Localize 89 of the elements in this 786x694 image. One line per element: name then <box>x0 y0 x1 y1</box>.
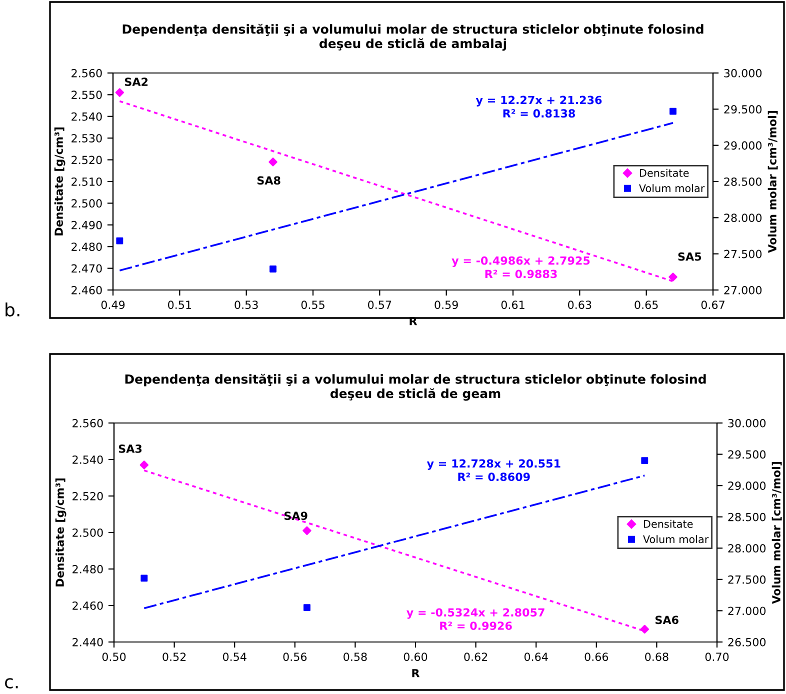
legend-label: Densitate <box>644 520 693 528</box>
y2-tick-label: 27.000 <box>724 286 762 294</box>
point <box>116 237 124 244</box>
point <box>268 158 278 166</box>
x-tick-label: 0.59 <box>434 300 458 310</box>
point <box>140 460 149 470</box>
y-tick-label: 2.460 <box>72 286 102 294</box>
data-label: SA9 <box>284 512 308 520</box>
x-tick-label: 0.64 <box>524 652 548 662</box>
data-label: SA5 <box>678 252 702 261</box>
y2-axis-title: Volum molar [cm³/mol] <box>768 111 778 253</box>
y2-tick-label: 27.500 <box>724 250 762 258</box>
y-axis-title: Densitate [g/cm³] <box>55 478 66 586</box>
annotation: y = 12.27x + 21.236 R² = 0.8138 <box>476 96 602 118</box>
x-tick-label: 0.61 <box>501 300 524 310</box>
y-tick-label: 2.560 <box>72 68 102 78</box>
data-label: SA8 <box>257 176 280 185</box>
annotation: y = -0.4986x + 2.7925 R² = 0.9883 <box>452 256 590 278</box>
y2-tick-label: 26.500 <box>728 638 766 646</box>
text: b. <box>6 302 20 316</box>
y2-tick-label: 27.000 <box>728 606 766 616</box>
y-tick-label: 2.480 <box>72 564 103 574</box>
point <box>668 272 678 282</box>
y-tick-label: 2.440 <box>72 638 103 646</box>
data-label: SA6 <box>655 616 678 624</box>
y2-tick-label: 30.000 <box>724 68 762 78</box>
y2-tick-label: 29.500 <box>724 105 762 114</box>
x-tick-label: 0.56 <box>283 652 307 662</box>
y2-axis-title: Volum molar [cm³/mol] <box>772 462 782 604</box>
point <box>670 108 676 115</box>
x-tick-label: 0.55 <box>301 300 324 310</box>
x-tick-label: 0.53 <box>234 300 258 310</box>
x-tick-label: 0.49 <box>101 300 125 310</box>
x-tick-label: 0.58 <box>344 652 367 662</box>
y-tick-label: 2.520 <box>72 156 102 164</box>
x-tick-label: 0.68 <box>645 652 668 662</box>
y-tick-label: 2.550 <box>72 90 102 100</box>
text: c. <box>4 678 18 688</box>
annotation: y = -0.5324x + 2.8057 R² = 0.9926 <box>406 608 544 630</box>
y-tick-label: 2.480 <box>72 242 102 251</box>
x-tick-label: 0.63 <box>568 300 592 310</box>
x-tick-label: 0.65 <box>634 300 658 310</box>
point <box>640 624 650 634</box>
y-tick-label: 2.460 <box>72 601 103 610</box>
y2-tick-label: 28.500 <box>728 512 766 522</box>
y-tick-label: 2.500 <box>72 528 103 537</box>
y2-tick-label: 28.500 <box>724 177 762 186</box>
x-tick-label: 0.51 <box>168 300 192 310</box>
point <box>303 604 310 612</box>
y2-tick-label: 29.000 <box>728 482 766 490</box>
legend-label: Densitate <box>640 168 689 177</box>
legend-label: Volum molar <box>639 184 705 192</box>
chart-title: Dependenţa densităţii şi a volumului molar de structura sticlelor obţinute folosind deşeu de sticlă de ambalaj <box>122 24 704 51</box>
y-axis-title: Densitate [g/cm³] <box>54 128 66 236</box>
y-tick-label: 2.520 <box>72 492 103 500</box>
point <box>302 526 312 536</box>
y-tick-label: 2.540 <box>72 455 103 464</box>
x-tick-label: 0.70 <box>705 652 729 662</box>
y-tick-label: 2.530 <box>72 134 102 142</box>
annotation: y = 12.728x + 20.551 R² = 0.8609 <box>426 459 560 482</box>
x-tick-label: 0.62 <box>464 652 488 662</box>
x-tick-label: 0.57 <box>368 300 392 310</box>
x-tick-label: 0.60 <box>404 652 428 662</box>
point <box>115 88 124 97</box>
legend-label: Volum molar <box>643 535 709 544</box>
y2-tick-label: 30.000 <box>728 418 766 428</box>
y2-tick-label: 27.500 <box>728 575 766 584</box>
y-tick-label: 2.500 <box>72 199 102 208</box>
y-tick-label: 2.490 <box>72 220 102 230</box>
point <box>270 266 276 272</box>
y2-tick-label: 29.000 <box>724 141 762 150</box>
x-tick-label: 0.66 <box>584 652 608 662</box>
x-tick-label: 0.52 <box>162 652 186 662</box>
data-label: SA3 <box>118 444 142 453</box>
y-tick-label: 2.540 <box>72 112 102 121</box>
chart-title: Dependenţa densităţii şi a volumului molar de structura sticlelor obţinute folosind deşeu de sticlă de geam <box>125 374 706 401</box>
x-axis-title: R <box>412 669 420 678</box>
y-tick-label: 2.470 <box>72 264 102 273</box>
x-tick-label: 0.50 <box>102 652 126 662</box>
y2-tick-label: 29.500 <box>728 450 766 459</box>
data-label: SA2 <box>124 78 148 86</box>
x-tick-label: 0.54 <box>222 652 246 662</box>
point <box>641 457 648 464</box>
x-tick-label: 0.67 <box>701 300 724 310</box>
y-tick-label: 2.510 <box>72 177 102 186</box>
y2-tick-label: 28.000 <box>728 544 766 553</box>
point <box>140 574 148 582</box>
y-tick-label: 2.560 <box>72 418 103 428</box>
y2-tick-label: 28.000 <box>724 214 762 222</box>
